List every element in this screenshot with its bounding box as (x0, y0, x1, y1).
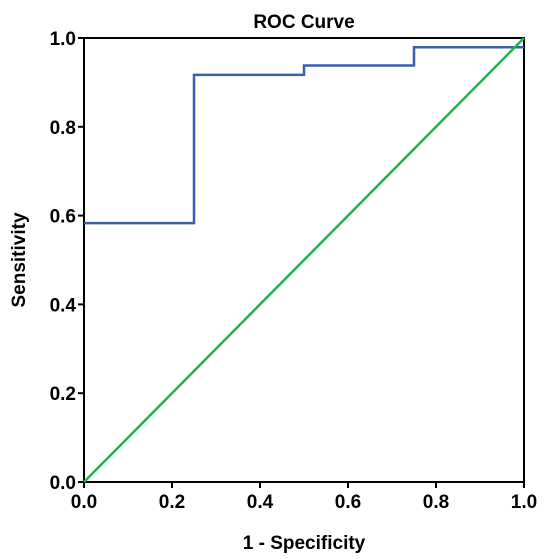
chart-title: ROC Curve (253, 12, 354, 33)
x-tick-label: 0.4 (247, 492, 274, 513)
x-tick-label: 0.2 (159, 492, 185, 513)
plot-frame (83, 37, 525, 483)
y-tick-label: 0.0 (50, 473, 76, 494)
x-axis-ticks: 0.0 0.2 0.4 0.6 0.8 1.0 (71, 482, 537, 513)
x-tick-label: 0.6 (335, 492, 361, 513)
x-tick-label: 0.8 (423, 492, 449, 513)
y-tick-label: 0.8 (50, 118, 76, 139)
y-tick-label: 0.6 (50, 207, 76, 228)
x-axis-label: 1 - Specificity (243, 533, 366, 554)
reference-diagonal-line (83, 37, 525, 483)
x-tick-label: 1.0 (511, 492, 537, 513)
y-tick-label: 0.4 (50, 295, 77, 316)
y-axis-label: Sensitivity (9, 212, 30, 307)
roc-curve-line (84, 46, 524, 225)
y-tick-label: 0.2 (50, 384, 76, 405)
y-axis-ticks: 0.0 0.2 0.4 0.6 0.8 1.0 (50, 29, 84, 494)
y-tick-label: 1.0 (50, 29, 76, 50)
series-layer (83, 37, 525, 483)
x-tick-label: 0.0 (71, 492, 97, 513)
